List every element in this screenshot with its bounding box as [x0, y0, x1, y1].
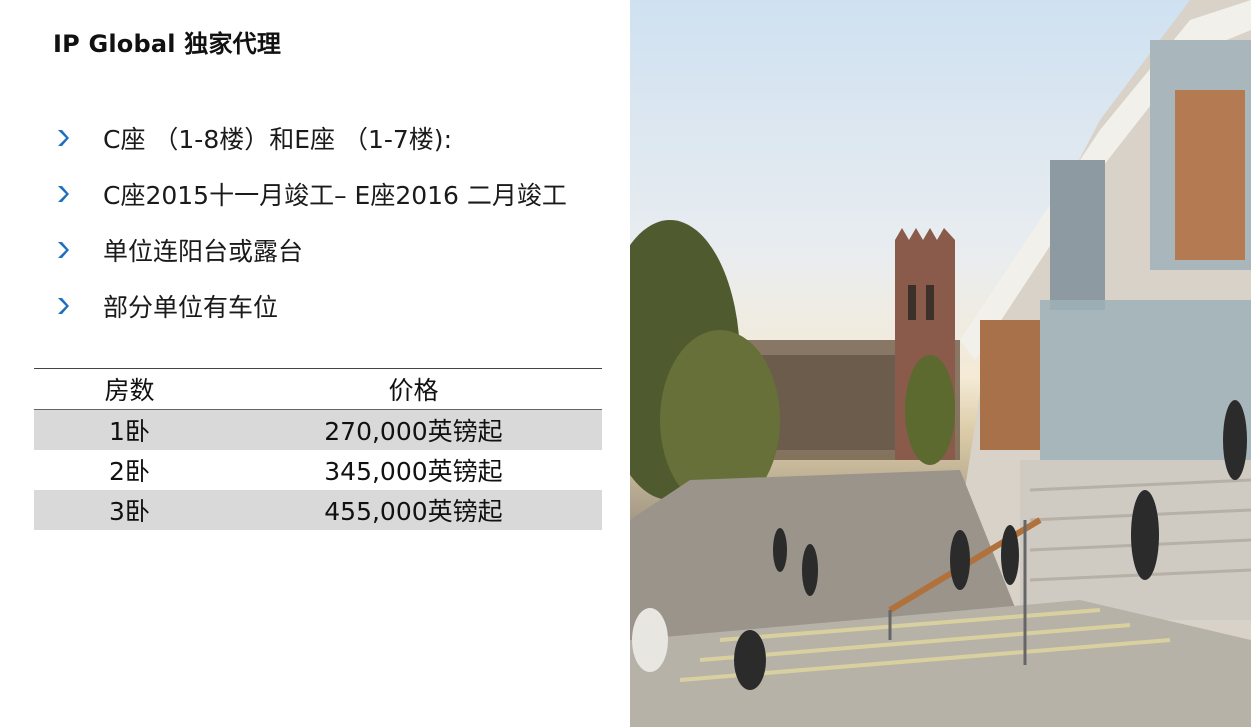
building-scene — [630, 0, 1251, 727]
table-cell-price: 270,000英镑起 — [324, 417, 503, 446]
table-row: 3卧 455,000英镑起 — [34, 490, 602, 530]
list-item-text: C座 （1-8楼）和E座 （1-7楼): — [103, 125, 452, 154]
price-table: 房数 价格 1卧 270,000英镑起 2卧 345,000英镑起 3卧 455… — [34, 368, 602, 530]
table-cell-rooms: 3卧 — [109, 497, 150, 526]
list-item-text: 单位连阳台或露台 — [103, 237, 304, 266]
building-rendering-image — [630, 0, 1251, 727]
chevron-right-icon — [58, 242, 69, 258]
table-cell-rooms: 2卧 — [109, 457, 150, 486]
table-row: 2卧 345,000英镑起 — [34, 450, 602, 490]
chevron-right-icon — [58, 298, 69, 314]
table-cell-price: 345,000英镑起 — [324, 457, 503, 486]
column-header-rooms: 房数 — [104, 376, 155, 405]
table-cell-price: 455,000英镑起 — [324, 497, 503, 526]
slide-title: IP Global 独家代理 — [53, 30, 282, 58]
feature-list: C座 （1-8楼）和E座 （1-7楼): C座2015十一月竣工– E座2016… — [56, 110, 567, 334]
list-item: 部分单位有车位 — [56, 278, 567, 334]
table-header-row: 房数 价格 — [34, 369, 602, 410]
chevron-right-icon — [58, 186, 69, 202]
list-item-text: 部分单位有车位 — [103, 293, 279, 322]
chevron-right-icon — [58, 130, 69, 146]
list-item: 单位连阳台或露台 — [56, 222, 567, 278]
list-item: C座 （1-8楼）和E座 （1-7楼): — [56, 110, 567, 166]
list-item-text: C座2015十一月竣工– E座2016 二月竣工 — [103, 181, 567, 210]
table-row: 1卧 270,000英镑起 — [34, 410, 602, 450]
list-item: C座2015十一月竣工– E座2016 二月竣工 — [56, 166, 567, 222]
column-header-price: 价格 — [388, 376, 439, 405]
table-cell-rooms: 1卧 — [109, 417, 150, 446]
